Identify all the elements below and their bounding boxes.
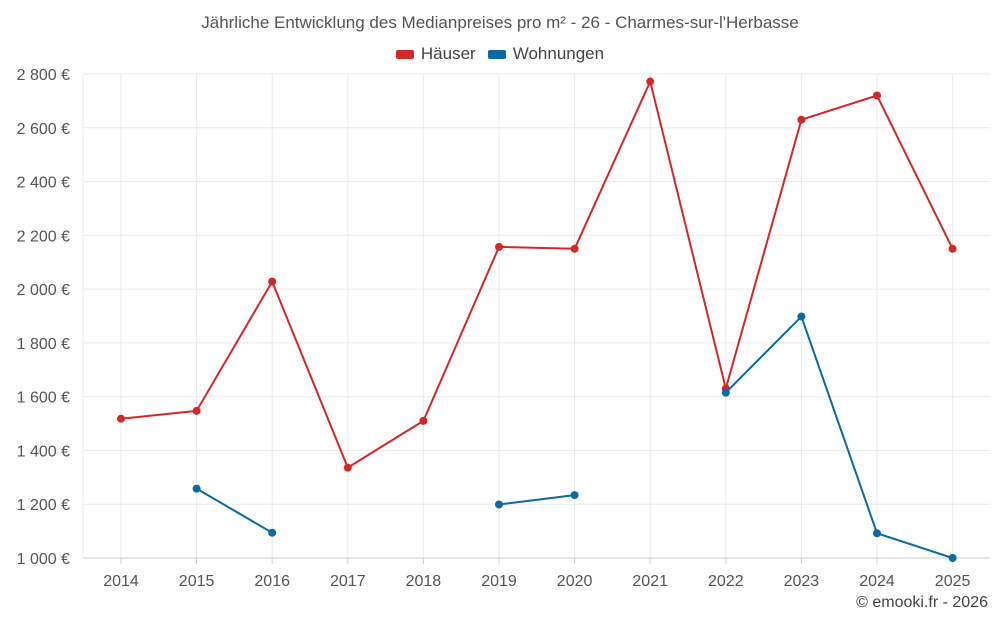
- legend-swatch-haeuser: [395, 49, 414, 59]
- legend-label-wohnungen: Wohnungen: [512, 44, 605, 63]
- data-point-haeuser-2025: [948, 244, 957, 253]
- data-point-haeuser-2021: [646, 77, 655, 86]
- x-tick-label: 2022: [708, 573, 744, 590]
- y-tick-label: 1 600 €: [17, 390, 70, 407]
- data-point-haeuser-2024: [873, 91, 881, 100]
- copyright-text: © emooki.fr - 2026: [856, 594, 988, 611]
- data-point-wohnungen-2022: [721, 388, 730, 397]
- data-point-haeuser-2016: [268, 277, 277, 286]
- y-tick-label: 2 000 €: [17, 282, 70, 299]
- x-tick-label: 2014: [103, 573, 139, 590]
- legend-item-haeuser[interactable]: Häuser: [395, 44, 476, 64]
- x-tick-label: 2016: [254, 573, 290, 590]
- x-tick-label: 2021: [632, 573, 668, 590]
- series-line-wohnungen: [725, 315, 953, 559]
- x-tick-label: 2024: [859, 573, 895, 590]
- y-tick-label: 1 000 €: [17, 551, 70, 568]
- series-line-wohnungen: [498, 494, 575, 506]
- data-point-wohnungen-2023: [797, 312, 806, 321]
- data-point-haeuser-2020: [570, 244, 579, 253]
- legend: Häuser Wohnungen: [0, 44, 1000, 64]
- data-point-wohnungen-2015: [192, 484, 201, 493]
- data-point-wohnungen-2020: [570, 491, 579, 500]
- x-tick-label: 2025: [935, 573, 971, 590]
- data-point-haeuser-2019: [495, 242, 503, 251]
- data-point-haeuser-2017: [343, 463, 352, 472]
- y-tick-label: 2 400 €: [17, 175, 70, 192]
- legend-swatch-wohnungen: [487, 49, 506, 59]
- x-tick-label: 2020: [557, 573, 593, 590]
- y-tick-label: 2 800 €: [17, 67, 70, 84]
- legend-item-wohnungen[interactable]: Wohnungen: [487, 44, 605, 64]
- x-tick-label: 2017: [330, 573, 366, 590]
- data-point-haeuser-2018: [419, 416, 428, 425]
- axis-layer: 1 000 € 1 200 € 1 400 € 1 600 € 1 800 € 2 000…: [17, 67, 990, 590]
- y-tick-label: 2 200 €: [17, 228, 70, 245]
- data-point-wohnungen-2025: [948, 554, 957, 562]
- data-point-haeuser-2023: [797, 115, 806, 124]
- data-point-wohnungen-2016: [268, 528, 277, 537]
- series-layer: [117, 77, 957, 562]
- data-point-haeuser-2014: [117, 414, 125, 423]
- x-tick-label: 2023: [784, 573, 820, 590]
- data-point-wohnungen-2024: [873, 529, 881, 538]
- y-tick-label: 1 800 €: [17, 336, 70, 353]
- x-tick-label: 2015: [179, 573, 215, 590]
- series-line-wohnungen: [196, 487, 273, 534]
- x-tick-label: 2018: [406, 573, 442, 590]
- legend-label-haeuser: Häuser: [420, 44, 476, 63]
- y-tick-label: 1 400 €: [17, 443, 70, 460]
- data-point-haeuser-2015: [192, 406, 201, 415]
- y-tick-label: 1 200 €: [17, 497, 70, 514]
- y-tick-label: 2 600 €: [17, 121, 70, 138]
- grid-layer: [82, 73, 990, 559]
- chart-title: Jährliche Entwicklung des Medianpreises …: [201, 13, 799, 32]
- x-tick-label: 2019: [481, 573, 517, 590]
- series-line-haeuser: [120, 80, 954, 469]
- data-point-wohnungen-2019: [495, 500, 503, 509]
